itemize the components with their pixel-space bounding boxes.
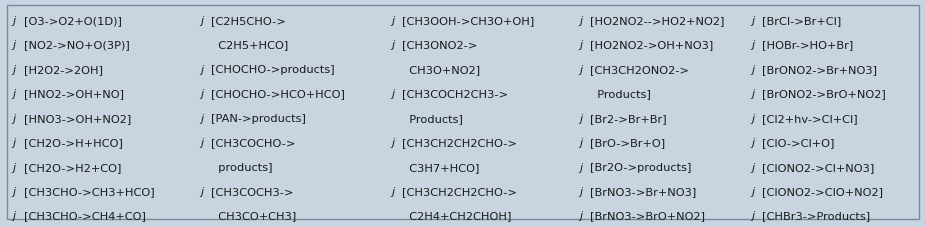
Text: j: j (12, 40, 16, 50)
Text: products]: products] (211, 163, 272, 173)
Text: j: j (12, 163, 16, 173)
Text: Products]: Products] (402, 114, 463, 124)
Text: [Br2->Br+Br]: [Br2->Br+Br] (591, 114, 667, 124)
Text: [HNO2->OH+NO]: [HNO2->OH+NO] (23, 89, 123, 99)
Text: [HOBr->HO+Br]: [HOBr->HO+Br] (762, 40, 854, 50)
Text: j: j (580, 40, 582, 50)
Text: Products]: Products] (591, 89, 651, 99)
Text: j: j (200, 89, 203, 99)
Text: [CHOCHO->HCO+HCO]: [CHOCHO->HCO+HCO] (211, 89, 344, 99)
Text: [CHOCHO->products]: [CHOCHO->products] (211, 65, 334, 75)
FancyBboxPatch shape (6, 5, 920, 219)
Text: [BrNO3->Br+NO3]: [BrNO3->Br+NO3] (591, 187, 696, 197)
Text: [CH3OOH->CH3O+OH]: [CH3OOH->CH3O+OH] (402, 16, 534, 26)
Text: CH3O+NO2]: CH3O+NO2] (402, 65, 481, 75)
Text: j: j (200, 138, 203, 148)
Text: [CH3COCH2CH3->: [CH3COCH2CH3-> (402, 89, 508, 99)
Text: [BrCl->Br+Cl]: [BrCl->Br+Cl] (762, 16, 842, 26)
Text: [CH3CHO->CH3+HCO]: [CH3CHO->CH3+HCO] (23, 187, 154, 197)
Text: C2H4+CH2CHOH]: C2H4+CH2CHOH] (402, 212, 511, 222)
Text: [ClONO2->ClO+NO2]: [ClONO2->ClO+NO2] (762, 187, 883, 197)
Text: j: j (751, 212, 754, 222)
Text: j: j (391, 40, 394, 50)
Text: [CH3CH2CH2CHO->: [CH3CH2CH2CHO-> (402, 138, 517, 148)
Text: j: j (200, 187, 203, 197)
Text: [CH3CHO->CH4+CO]: [CH3CHO->CH4+CO] (23, 212, 145, 222)
Text: j: j (12, 212, 16, 222)
Text: j: j (12, 65, 16, 75)
Text: [CH3COCH3->: [CH3COCH3-> (211, 187, 294, 197)
Text: j: j (12, 138, 16, 148)
Text: [HO2NO2-->HO2+NO2]: [HO2NO2-->HO2+NO2] (591, 16, 725, 26)
Text: [H2O2->2OH]: [H2O2->2OH] (23, 65, 103, 75)
Text: j: j (391, 89, 394, 99)
Text: [CHBr3->Products]: [CHBr3->Products] (762, 212, 870, 222)
Text: j: j (580, 114, 582, 124)
Text: [HO2NO2->OH+NO3]: [HO2NO2->OH+NO3] (591, 40, 714, 50)
Text: j: j (751, 187, 754, 197)
Text: j: j (751, 138, 754, 148)
Text: [HNO3->OH+NO2]: [HNO3->OH+NO2] (23, 114, 131, 124)
Text: [C2H5CHO->: [C2H5CHO-> (211, 16, 286, 26)
Text: [ClO->Cl+O]: [ClO->Cl+O] (762, 138, 834, 148)
Text: [BrO->Br+O]: [BrO->Br+O] (591, 138, 666, 148)
Text: j: j (580, 138, 582, 148)
Text: j: j (391, 16, 394, 26)
Text: j: j (580, 187, 582, 197)
Text: j: j (751, 16, 754, 26)
Text: j: j (751, 163, 754, 173)
Text: [CH3CH2CH2CHO->: [CH3CH2CH2CHO-> (402, 187, 517, 197)
Text: j: j (751, 89, 754, 99)
Text: [CH3CH2ONO2->: [CH3CH2ONO2-> (591, 65, 689, 75)
Text: j: j (580, 65, 582, 75)
Text: j: j (751, 114, 754, 124)
Text: [PAN->products]: [PAN->products] (211, 114, 306, 124)
Text: j: j (580, 16, 582, 26)
Text: CH3CO+CH3]: CH3CO+CH3] (211, 212, 296, 222)
Text: j: j (391, 187, 394, 197)
Text: [BrONO2->BrO+NO2]: [BrONO2->BrO+NO2] (762, 89, 886, 99)
Text: [CH2O->H2+CO]: [CH2O->H2+CO] (23, 163, 121, 173)
Text: [BrNO3->BrO+NO2]: [BrNO3->BrO+NO2] (591, 212, 706, 222)
Text: [ClONO2->Cl+NO3]: [ClONO2->Cl+NO3] (762, 163, 874, 173)
Text: C3H7+HCO]: C3H7+HCO] (402, 163, 480, 173)
Text: [CH3ONO2->: [CH3ONO2-> (402, 40, 478, 50)
Text: j: j (200, 65, 203, 75)
Text: [O3->O2+O(1D)]: [O3->O2+O(1D)] (23, 16, 121, 26)
Text: j: j (12, 89, 16, 99)
Text: j: j (12, 114, 16, 124)
Text: [Cl2+hv->Cl+Cl]: [Cl2+hv->Cl+Cl] (762, 114, 857, 124)
Text: j: j (580, 212, 582, 222)
Text: [BrONO2->Br+NO3]: [BrONO2->Br+NO3] (762, 65, 877, 75)
Text: [CH2O->H+HCO]: [CH2O->H+HCO] (23, 138, 122, 148)
Text: [CH3COCHO->: [CH3COCHO-> (211, 138, 295, 148)
Text: C2H5+HCO]: C2H5+HCO] (211, 40, 288, 50)
Text: j: j (200, 16, 203, 26)
Text: j: j (200, 114, 203, 124)
Text: j: j (12, 187, 16, 197)
Text: [Br2O->products]: [Br2O->products] (591, 163, 692, 173)
Text: j: j (751, 65, 754, 75)
Text: [NO2->NO+O(3P)]: [NO2->NO+O(3P)] (23, 40, 130, 50)
Text: j: j (391, 138, 394, 148)
Text: j: j (580, 163, 582, 173)
Text: j: j (12, 16, 16, 26)
Text: j: j (751, 40, 754, 50)
